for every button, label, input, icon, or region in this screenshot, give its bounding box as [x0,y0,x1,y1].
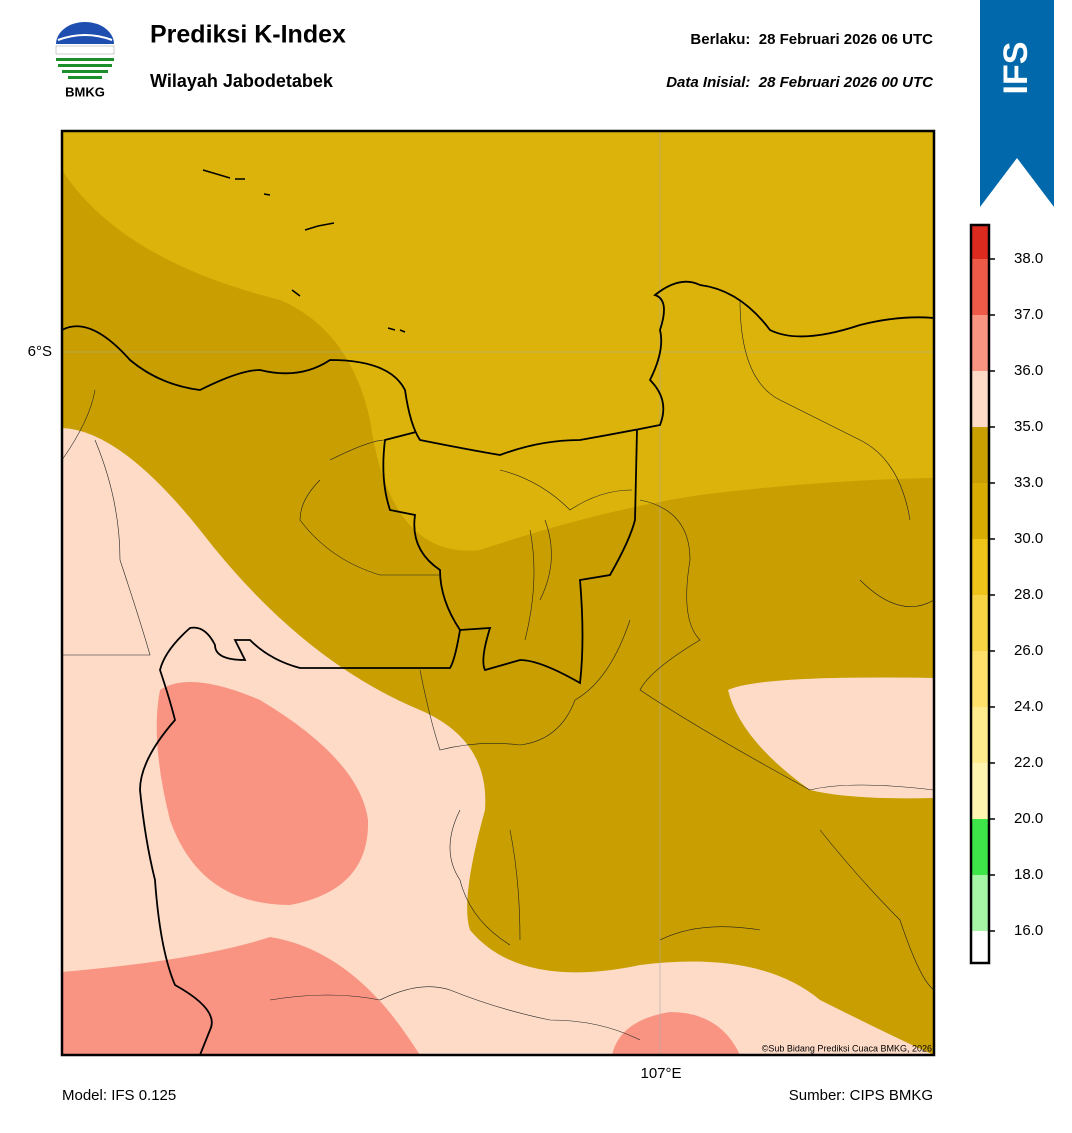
colorbar-segment [971,707,989,763]
colorbar-segment [971,595,989,651]
colorbar-segment [971,763,989,819]
colorbar-segment [971,371,989,427]
colorbar-segment [971,931,989,963]
subtitle: Wilayah Jabodetabek [150,71,334,91]
lon-label: 107°E [640,1065,681,1082]
colorbar-tick-label: 26.0 [1014,642,1043,659]
colorbar-tick-label: 28.0 [1014,586,1043,603]
badge-text: IFS [997,42,1035,95]
map: ©Sub Bidang Prediksi Cuaca BMKG, 2026 [62,131,934,1055]
colorbar-frame [969,223,991,965]
colorbar-tick-label: 20.0 [1014,810,1043,827]
colorbar-segment [971,259,989,315]
colorbar-tick-label: 35.0 [1014,418,1043,435]
colorbar-segment [971,225,989,259]
colorbar-segment [971,651,989,707]
colorbar-segment [971,539,989,595]
colorbar-tick-label: 33.0 [1014,474,1043,491]
colorbar-tick-label: 22.0 [1014,754,1043,771]
footer-model: Model: IFS 0.125 [62,1087,176,1104]
colorbar: 16.0 18.0 20.0 22.0 24.0 26.0 28.0 30.0 33.0 35.0… [969,223,1043,965]
logo: BMKG [55,22,115,99]
colorbar-tick-label: 38.0 [1014,250,1043,267]
colorbar-tick-label: 18.0 [1014,866,1043,883]
init-time: Data Inisial: 28 Februari 2026 00 UTC [666,74,934,91]
footer-source: Sumber: CIPS BMKG [789,1087,933,1104]
colorbar-tick-label: 16.0 [1014,922,1043,939]
colorbar-tick-label: 30.0 [1014,530,1043,547]
title: Prediksi K-Index [150,21,346,49]
colorbar-segment [971,483,989,539]
colorbar-tick-label: 37.0 [1014,306,1043,323]
model-badge [980,0,1054,207]
logo-text: BMKG [65,84,105,99]
colorbar-segment [971,819,989,875]
colorbar-tick-label: 36.0 [1014,362,1043,379]
colorbar-segment [971,315,989,371]
colorbar-segment [971,427,989,483]
colorbar-tick-label: 24.0 [1014,698,1043,715]
valid-time: Berlaku: 28 Februari 2026 06 UTC [690,31,933,48]
map-frame [60,129,936,1057]
copyright: ©Sub Bidang Prediksi Cuaca BMKG, 2026 [762,1043,932,1053]
colorbar-segment [971,875,989,931]
lat-label: 6°S [28,343,52,360]
